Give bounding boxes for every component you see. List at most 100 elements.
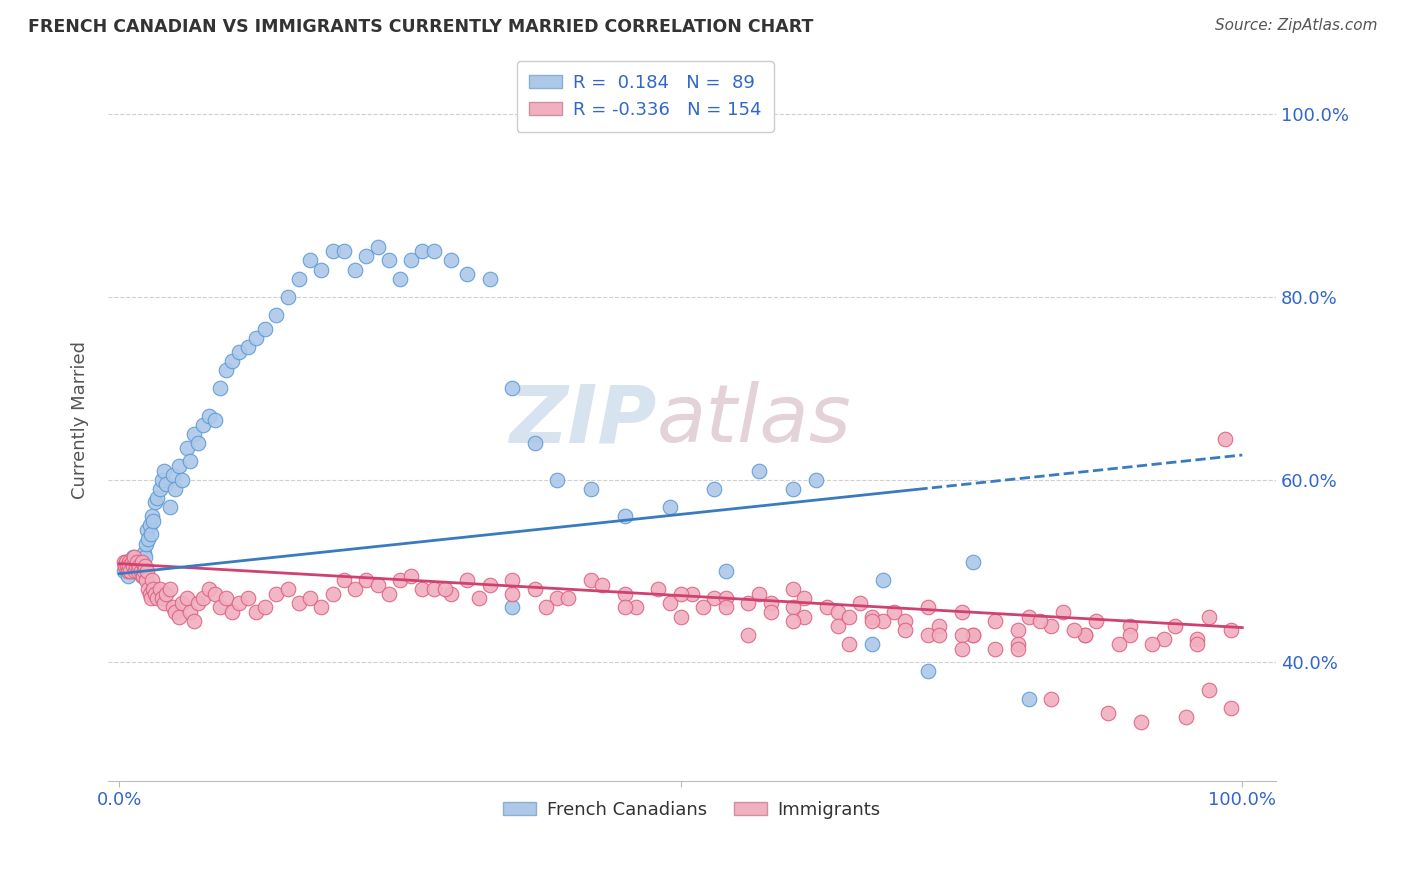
Point: [138, 518, 160, 533]
Point: [125, 559, 148, 574]
Point: [120, 559, 142, 574]
Point: [179, 454, 201, 468]
Point: [167, 458, 190, 473]
Text: FRENCH CANADIAN VS IMMIGRANTS CURRENTLY MARRIED CORRELATION CHART: FRENCH CANADIAN VS IMMIGRANTS CURRENTLY …: [28, 18, 814, 36]
Point: [1220, 701, 1243, 715]
Point: [155, 587, 177, 601]
Point: [714, 600, 737, 615]
Point: [962, 628, 984, 642]
Point: [172, 596, 194, 610]
Point: [456, 267, 478, 281]
Point: [1175, 710, 1198, 724]
Point: [344, 262, 367, 277]
Point: [122, 550, 145, 565]
Point: [501, 573, 523, 587]
Point: [793, 609, 815, 624]
Point: [557, 591, 579, 606]
Text: Source: ZipAtlas.com: Source: ZipAtlas.com: [1215, 18, 1378, 33]
Point: [1142, 637, 1164, 651]
Point: [658, 596, 681, 610]
Point: [703, 591, 725, 606]
Point: [138, 582, 160, 597]
Point: [1187, 637, 1209, 651]
Point: [439, 587, 461, 601]
Point: [121, 564, 143, 578]
Point: [860, 637, 883, 651]
Point: [132, 546, 155, 560]
Point: [860, 614, 883, 628]
Point: [703, 482, 725, 496]
Point: [579, 573, 602, 587]
Point: [135, 536, 157, 550]
Point: [827, 619, 849, 633]
Point: [143, 495, 166, 509]
Point: [215, 591, 238, 606]
Point: [193, 591, 215, 606]
Point: [245, 331, 267, 345]
Point: [613, 600, 636, 615]
Point: [804, 473, 827, 487]
Point: [894, 624, 917, 638]
Point: [367, 240, 389, 254]
Point: [759, 605, 782, 619]
Point: [1198, 609, 1220, 624]
Point: [132, 555, 155, 569]
Point: [139, 527, 162, 541]
Point: [118, 555, 141, 569]
Point: [134, 550, 156, 565]
Point: [215, 363, 238, 377]
Point: [183, 614, 205, 628]
Point: [142, 514, 165, 528]
Point: [399, 568, 422, 582]
Point: [204, 413, 226, 427]
Point: [159, 582, 181, 597]
Point: [917, 600, 939, 615]
Point: [254, 600, 277, 615]
Point: [129, 555, 152, 569]
Point: [150, 591, 173, 606]
Point: [149, 582, 172, 597]
Point: [838, 637, 860, 651]
Point: [141, 509, 163, 524]
Point: [546, 591, 568, 606]
Point: [377, 587, 399, 601]
Point: [1052, 605, 1074, 619]
Point: [647, 582, 669, 597]
Point: [478, 577, 501, 591]
Point: [153, 463, 176, 477]
Point: [433, 582, 456, 597]
Text: ZIP: ZIP: [509, 381, 657, 459]
Point: [1130, 714, 1153, 729]
Y-axis label: Currently Married: Currently Married: [72, 342, 89, 500]
Point: [179, 605, 201, 619]
Point: [124, 564, 146, 578]
Point: [299, 591, 322, 606]
Point: [142, 582, 165, 597]
Point: [311, 262, 333, 277]
Point: [238, 591, 260, 606]
Point: [748, 587, 770, 601]
Point: [714, 564, 737, 578]
Point: [228, 344, 250, 359]
Point: [1108, 637, 1130, 651]
Point: [411, 244, 433, 259]
Point: [136, 564, 159, 578]
Point: [112, 555, 135, 569]
Point: [146, 591, 169, 606]
Point: [928, 619, 950, 633]
Point: [658, 500, 681, 514]
Point: [546, 473, 568, 487]
Point: [121, 555, 143, 569]
Point: [984, 614, 1007, 628]
Point: [399, 253, 422, 268]
Point: [127, 564, 149, 578]
Point: [737, 596, 759, 610]
Point: [501, 381, 523, 395]
Point: [124, 564, 146, 578]
Point: [127, 555, 149, 569]
Point: [872, 573, 894, 587]
Point: [782, 482, 804, 496]
Point: [117, 568, 139, 582]
Point: [411, 582, 433, 597]
Point: [198, 582, 221, 597]
